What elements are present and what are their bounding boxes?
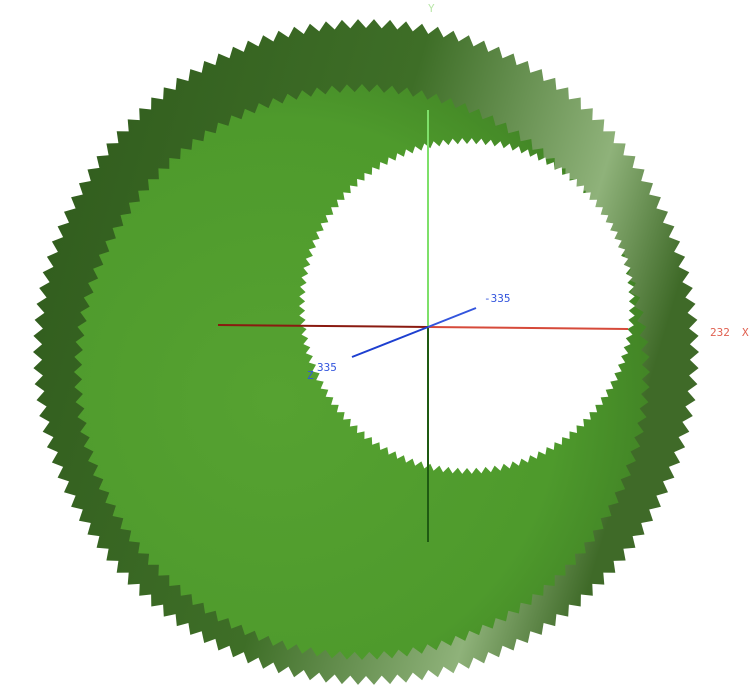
z-axis-label: Z: [307, 369, 314, 382]
z-axis-negative-value: -335: [484, 292, 511, 305]
x-axis-negative: [217, 324, 429, 328]
axes: Y 232 X -335 335 Z: [217, 2, 749, 542]
z-axis-positive-value: 335: [317, 361, 337, 374]
y-axis-label: Y: [428, 2, 435, 15]
x-axis-positive: [427, 326, 629, 330]
bore-hole: [299, 138, 635, 474]
x-axis-value: 232: [710, 326, 730, 339]
z-axis-negative: [427, 307, 477, 328]
z-axis-positive: [351, 326, 429, 358]
x-axis-label: X: [742, 326, 749, 339]
